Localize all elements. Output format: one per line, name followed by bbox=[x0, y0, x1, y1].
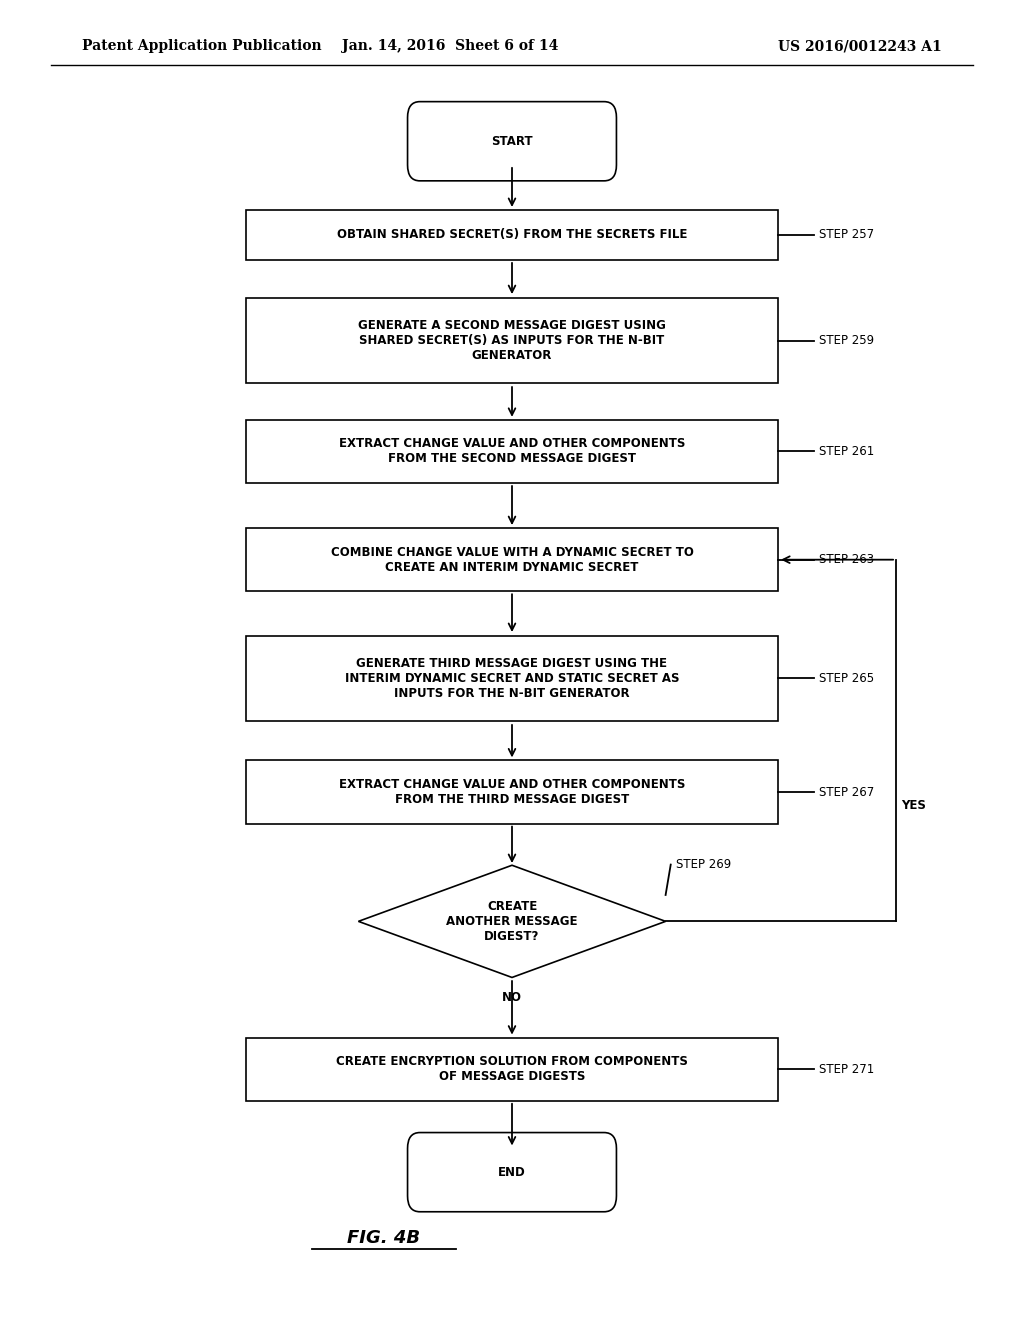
Text: FIG. 4B: FIG. 4B bbox=[347, 1229, 421, 1247]
Text: CREATE ENCRYPTION SOLUTION FROM COMPONENTS
OF MESSAGE DIGESTS: CREATE ENCRYPTION SOLUTION FROM COMPONEN… bbox=[336, 1055, 688, 1084]
Bar bbox=[246, 210, 778, 260]
Text: CREATE
ANOTHER MESSAGE
DIGEST?: CREATE ANOTHER MESSAGE DIGEST? bbox=[446, 900, 578, 942]
FancyBboxPatch shape bbox=[408, 1133, 616, 1212]
Bar bbox=[246, 636, 778, 721]
Text: GENERATE A SECOND MESSAGE DIGEST USING
SHARED SECRET(S) AS INPUTS FOR THE N-BIT
: GENERATE A SECOND MESSAGE DIGEST USING S… bbox=[358, 319, 666, 362]
Text: GENERATE THIRD MESSAGE DIGEST USING THE
INTERIM DYNAMIC SECRET AND STATIC SECRET: GENERATE THIRD MESSAGE DIGEST USING THE … bbox=[345, 657, 679, 700]
Text: STEP 257: STEP 257 bbox=[819, 228, 874, 242]
Text: STEP 269: STEP 269 bbox=[676, 858, 731, 871]
Polygon shape bbox=[358, 866, 666, 977]
Text: STEP 263: STEP 263 bbox=[819, 553, 874, 566]
Text: STEP 261: STEP 261 bbox=[819, 445, 874, 458]
Text: COMBINE CHANGE VALUE WITH A DYNAMIC SECRET TO
CREATE AN INTERIM DYNAMIC SECRET: COMBINE CHANGE VALUE WITH A DYNAMIC SECR… bbox=[331, 545, 693, 574]
Text: START: START bbox=[492, 135, 532, 148]
Bar bbox=[246, 760, 778, 824]
Text: STEP 271: STEP 271 bbox=[819, 1063, 874, 1076]
Text: YES: YES bbox=[901, 799, 926, 812]
Bar bbox=[246, 297, 778, 383]
Text: NO: NO bbox=[502, 991, 522, 1005]
Text: Jan. 14, 2016  Sheet 6 of 14: Jan. 14, 2016 Sheet 6 of 14 bbox=[342, 40, 559, 53]
Bar bbox=[246, 528, 778, 591]
Text: OBTAIN SHARED SECRET(S) FROM THE SECRETS FILE: OBTAIN SHARED SECRET(S) FROM THE SECRETS… bbox=[337, 228, 687, 242]
Text: END: END bbox=[498, 1166, 526, 1179]
Text: STEP 265: STEP 265 bbox=[819, 672, 874, 685]
Bar bbox=[246, 1038, 778, 1101]
Text: STEP 267: STEP 267 bbox=[819, 785, 874, 799]
Text: Patent Application Publication: Patent Application Publication bbox=[82, 40, 322, 53]
Text: US 2016/0012243 A1: US 2016/0012243 A1 bbox=[778, 40, 942, 53]
Text: EXTRACT CHANGE VALUE AND OTHER COMPONENTS
FROM THE THIRD MESSAGE DIGEST: EXTRACT CHANGE VALUE AND OTHER COMPONENT… bbox=[339, 777, 685, 807]
Bar bbox=[246, 420, 778, 483]
FancyBboxPatch shape bbox=[408, 102, 616, 181]
Text: EXTRACT CHANGE VALUE AND OTHER COMPONENTS
FROM THE SECOND MESSAGE DIGEST: EXTRACT CHANGE VALUE AND OTHER COMPONENT… bbox=[339, 437, 685, 466]
Text: STEP 259: STEP 259 bbox=[819, 334, 874, 347]
